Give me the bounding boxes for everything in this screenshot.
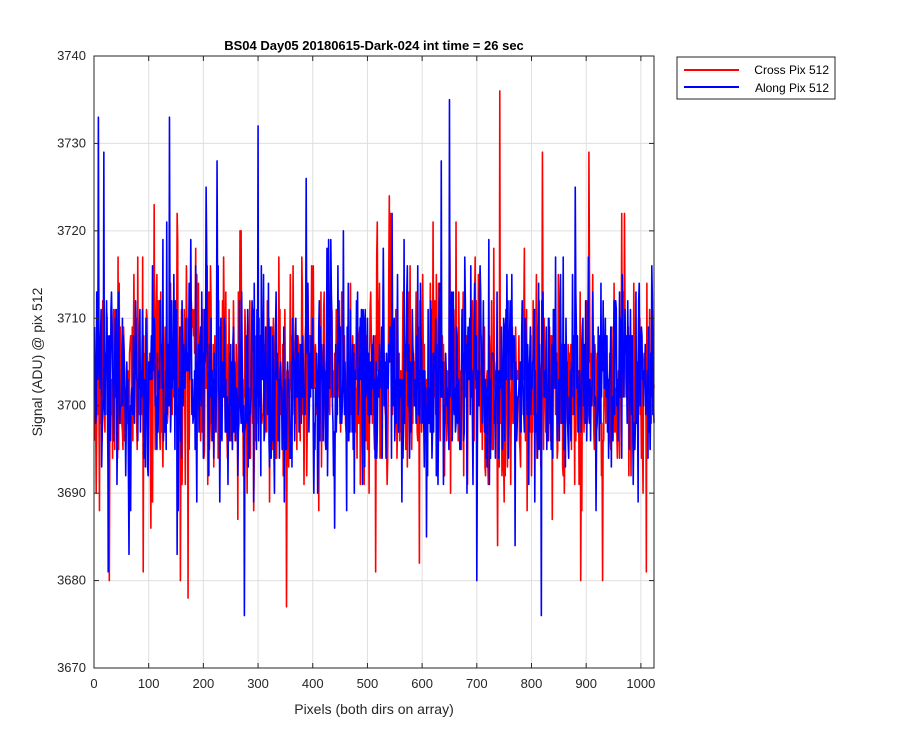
y-tick-label: 3670 bbox=[57, 660, 86, 675]
chart-title: BS04 Day05 20180615-Dark-024 int time = … bbox=[224, 38, 524, 53]
x-tick-label: 900 bbox=[575, 676, 597, 691]
series-layer bbox=[93, 90, 655, 617]
y-tick-label: 3710 bbox=[57, 310, 86, 325]
legend-label-cross: Cross Pix 512 bbox=[754, 63, 829, 77]
y-tick-label: 3680 bbox=[57, 573, 86, 588]
series-line-along-pix-512 bbox=[93, 98, 655, 617]
tick-labels: 0 100 200 300 400 500 600 700 800 900 1000 3670 3680… bbox=[57, 48, 655, 691]
x-tick-label: 600 bbox=[411, 676, 433, 691]
y-tick-label: 3690 bbox=[57, 485, 86, 500]
x-tick-label: 300 bbox=[247, 676, 269, 691]
x-axis-label: Pixels (both dirs on array) bbox=[294, 701, 454, 717]
x-tick-label: 1000 bbox=[626, 676, 655, 691]
x-tick-label: 100 bbox=[138, 676, 160, 691]
legend-box bbox=[676, 56, 836, 100]
y-tick-label: 3720 bbox=[57, 223, 86, 238]
plot-frame bbox=[93, 55, 655, 669]
tick-marks bbox=[93, 55, 654, 669]
y-axis-label: Signal (ADU) @ pix 512 bbox=[29, 287, 45, 436]
x-tick-label: 700 bbox=[466, 676, 488, 691]
x-tick-label: 400 bbox=[302, 676, 324, 691]
x-tick-label: 200 bbox=[193, 676, 215, 691]
x-tick-label: 800 bbox=[521, 676, 543, 691]
legend-label-along: Along Pix 512 bbox=[755, 81, 829, 95]
y-tick-label: 3700 bbox=[57, 398, 86, 413]
y-tick-label: 3740 bbox=[57, 48, 86, 63]
y-tick-label: 3730 bbox=[57, 135, 86, 150]
x-tick-label: 500 bbox=[357, 676, 379, 691]
legend: Cross Pix 512 Along Pix 512 bbox=[676, 56, 836, 100]
x-tick-label: 0 bbox=[90, 676, 97, 691]
